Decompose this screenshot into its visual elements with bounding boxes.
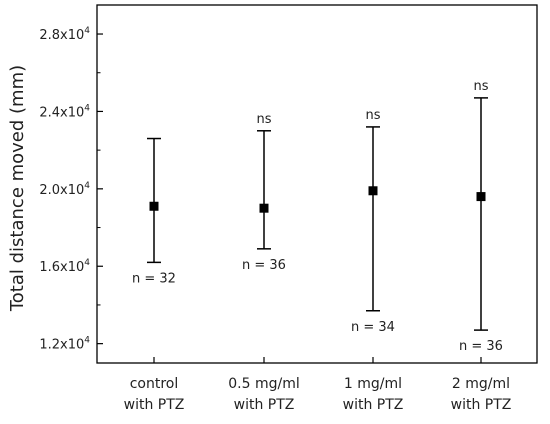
y-tick-exponent: 4 (84, 103, 90, 113)
significance-label: ns (473, 79, 488, 94)
x-ticks: control with PTZ 0.5 mg/ml with PTZ 1 mg/ml w… (124, 357, 512, 413)
y-tick-exponent: 4 (84, 181, 90, 191)
x-tick-label: 0.5 mg/ml (228, 376, 299, 392)
significance-label: ns (365, 108, 380, 123)
y-axis-label: Total distance moved (mm) (7, 65, 28, 312)
x-tick-label: with PTZ (343, 397, 404, 413)
x-tick-label: 2 mg/ml (452, 376, 510, 392)
plot-frame (96, 4, 538, 364)
n-label: n = 36 (242, 258, 286, 273)
y-tick-exponent: 4 (84, 258, 90, 268)
n-label: n = 36 (459, 339, 503, 354)
annotations: n = 32 n = 36 ns n = 34 ns n = 36 ns (132, 79, 503, 354)
y-tick-label: 2.0x104 (39, 181, 90, 198)
y-tick-label: 1.6x104 (39, 258, 90, 275)
error-bars (147, 97, 488, 331)
y-tick-exponent: 4 (84, 26, 90, 36)
x-tick-label: 1 mg/ml (344, 376, 402, 392)
y-tick-exponent: 4 (84, 336, 90, 346)
x-tick-label: with PTZ (451, 397, 512, 413)
n-label: n = 34 (351, 320, 395, 335)
x-tick-label: with PTZ (234, 397, 295, 413)
y-tick-label: 2.8x104 (39, 26, 90, 43)
mean-marker (368, 186, 378, 196)
y-tick-label: 2.4x104 (39, 103, 90, 120)
x-tick-label: control (130, 376, 179, 392)
mean-marker (259, 203, 269, 213)
y-tick-label: 1.2x104 (39, 336, 90, 353)
n-label: n = 32 (132, 271, 176, 286)
y-ticks: 1.2x104 1.6x104 2.0x104 2.4x104 2.8x104 (39, 26, 103, 353)
x-tick-label: with PTZ (124, 397, 185, 413)
mean-marker (149, 201, 159, 211)
significance-label: ns (256, 112, 271, 127)
mean-marker (476, 192, 486, 202)
data-points (149, 186, 486, 213)
